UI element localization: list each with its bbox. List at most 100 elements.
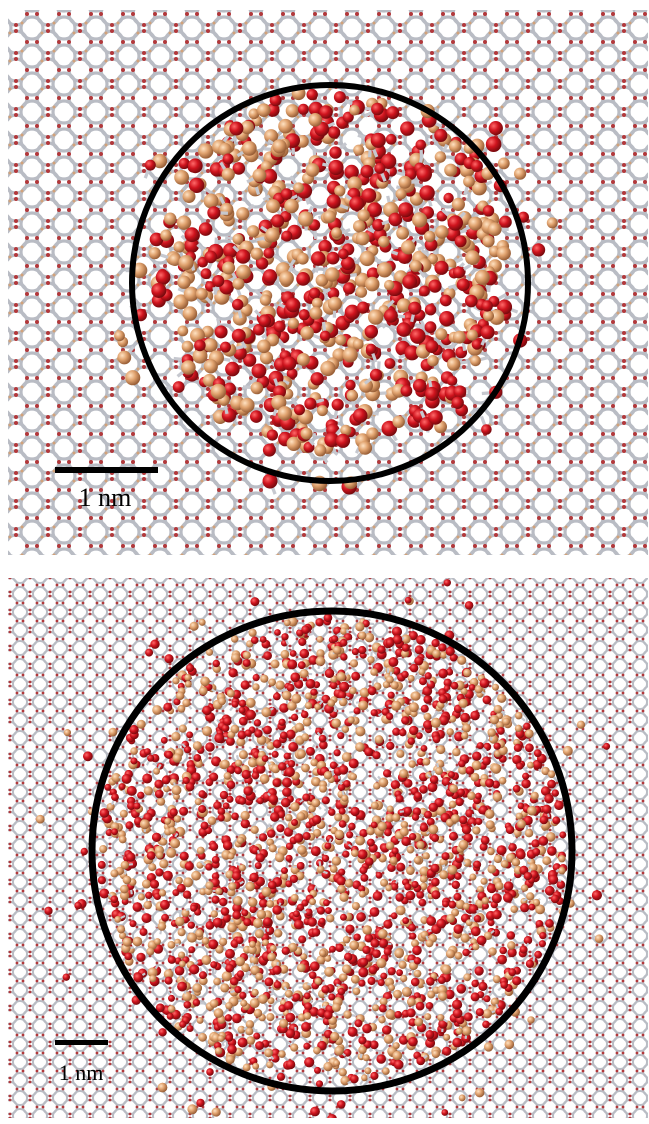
atom (145, 892, 152, 899)
atom (164, 818, 171, 825)
atom (215, 888, 222, 895)
scale-bar (55, 467, 158, 473)
atom (419, 899, 427, 907)
atom (249, 941, 256, 948)
atom (308, 917, 317, 926)
atom (452, 748, 460, 756)
atom (393, 1051, 403, 1061)
atom (488, 947, 497, 956)
atom (197, 1017, 204, 1024)
atom (142, 774, 152, 784)
atom (213, 918, 223, 928)
atom (274, 981, 282, 989)
atom (371, 822, 378, 829)
atom (314, 703, 321, 710)
atom (471, 992, 480, 1001)
atom (327, 194, 341, 208)
atom (356, 232, 370, 246)
atom (297, 862, 305, 870)
atom (358, 646, 366, 654)
atom (426, 939, 434, 947)
atom (376, 872, 383, 879)
atom (309, 898, 316, 905)
atom (205, 881, 213, 889)
atom (233, 234, 244, 245)
atom (198, 143, 213, 158)
atom (399, 729, 406, 736)
atom (214, 733, 224, 743)
atom (249, 629, 257, 637)
atom (349, 687, 356, 694)
atom (297, 253, 309, 265)
atom (147, 851, 156, 860)
atom (395, 1011, 402, 1018)
atom (178, 928, 186, 936)
atom (198, 1033, 207, 1042)
atom (410, 933, 417, 940)
atom (412, 814, 419, 821)
atom (171, 732, 180, 741)
atom (257, 797, 264, 804)
atom (304, 1012, 312, 1020)
atom (258, 994, 268, 1004)
atom (520, 903, 529, 912)
atom (449, 784, 458, 793)
atom (455, 235, 467, 247)
atom (223, 841, 232, 850)
atom (123, 937, 132, 946)
atom (396, 795, 404, 803)
atom (202, 706, 212, 716)
atom (159, 889, 166, 896)
atom (254, 730, 262, 738)
atom (348, 716, 355, 723)
atom (301, 733, 309, 741)
atom (263, 269, 277, 283)
atom (227, 781, 236, 790)
atom (430, 775, 438, 783)
atom (408, 760, 416, 768)
atom (254, 719, 261, 726)
atom (266, 1061, 273, 1068)
atom (235, 760, 242, 767)
atom (218, 697, 226, 705)
atom (375, 735, 384, 744)
atom (196, 288, 208, 300)
atom (425, 672, 432, 679)
atom (184, 746, 191, 753)
atom (313, 1047, 321, 1055)
atom (109, 728, 118, 737)
atom (168, 1005, 176, 1013)
atom (285, 814, 292, 821)
atom (319, 918, 326, 925)
atom (370, 907, 380, 917)
atom (251, 382, 264, 395)
atom (282, 787, 292, 797)
atom (351, 849, 359, 857)
atom (333, 646, 342, 655)
atom (334, 749, 341, 756)
atom (194, 754, 202, 762)
atom (327, 1114, 337, 1124)
atom (414, 656, 423, 665)
atom (307, 89, 318, 100)
atom (204, 194, 219, 209)
atom (396, 906, 406, 916)
atom (317, 866, 324, 873)
atom (534, 749, 542, 757)
atom (310, 961, 320, 971)
atom (390, 857, 398, 865)
atom (297, 812, 306, 821)
atom (188, 158, 203, 173)
atom (198, 805, 206, 813)
atom (127, 786, 137, 796)
atom (295, 723, 304, 732)
atom (416, 166, 432, 182)
atom (268, 679, 276, 687)
atom (232, 329, 246, 343)
atom (272, 139, 286, 153)
atom (205, 742, 215, 752)
atom (408, 675, 415, 682)
atom (353, 934, 360, 941)
atom (527, 762, 534, 769)
atom (179, 255, 194, 270)
